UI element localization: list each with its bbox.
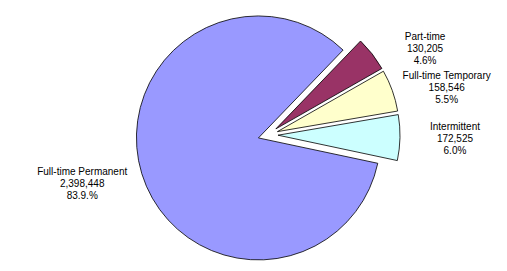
label-value: 172,525 — [437, 133, 474, 144]
label-category: Full-time Permanent — [37, 166, 127, 177]
label-value: 2,398,448 — [60, 178, 105, 189]
chart-container: Full-time Permanent2,398,44883.9.% Part-t… — [0, 0, 507, 271]
label-percentage: 83.9.% — [67, 190, 98, 201]
label-value: 158,546 — [429, 82, 466, 93]
label-percentage: 6.0% — [444, 145, 467, 156]
data-labels: Full-time Permanent2,398,44883.9.% Part-t… — [37, 31, 491, 201]
pie-slice — [278, 115, 400, 161]
label-value: 130,205 — [407, 43, 444, 54]
slices — [136, 16, 400, 260]
label-category: Intermittent — [430, 121, 480, 132]
label-category: Part-time — [405, 31, 446, 42]
label-percentage: 5.5% — [435, 94, 458, 105]
label-category: Full-time Temporary — [403, 70, 491, 81]
label-percentage: 4.6% — [414, 55, 437, 66]
pie-chart: Full-time Permanent2,398,44883.9.% Part-t… — [0, 0, 507, 271]
